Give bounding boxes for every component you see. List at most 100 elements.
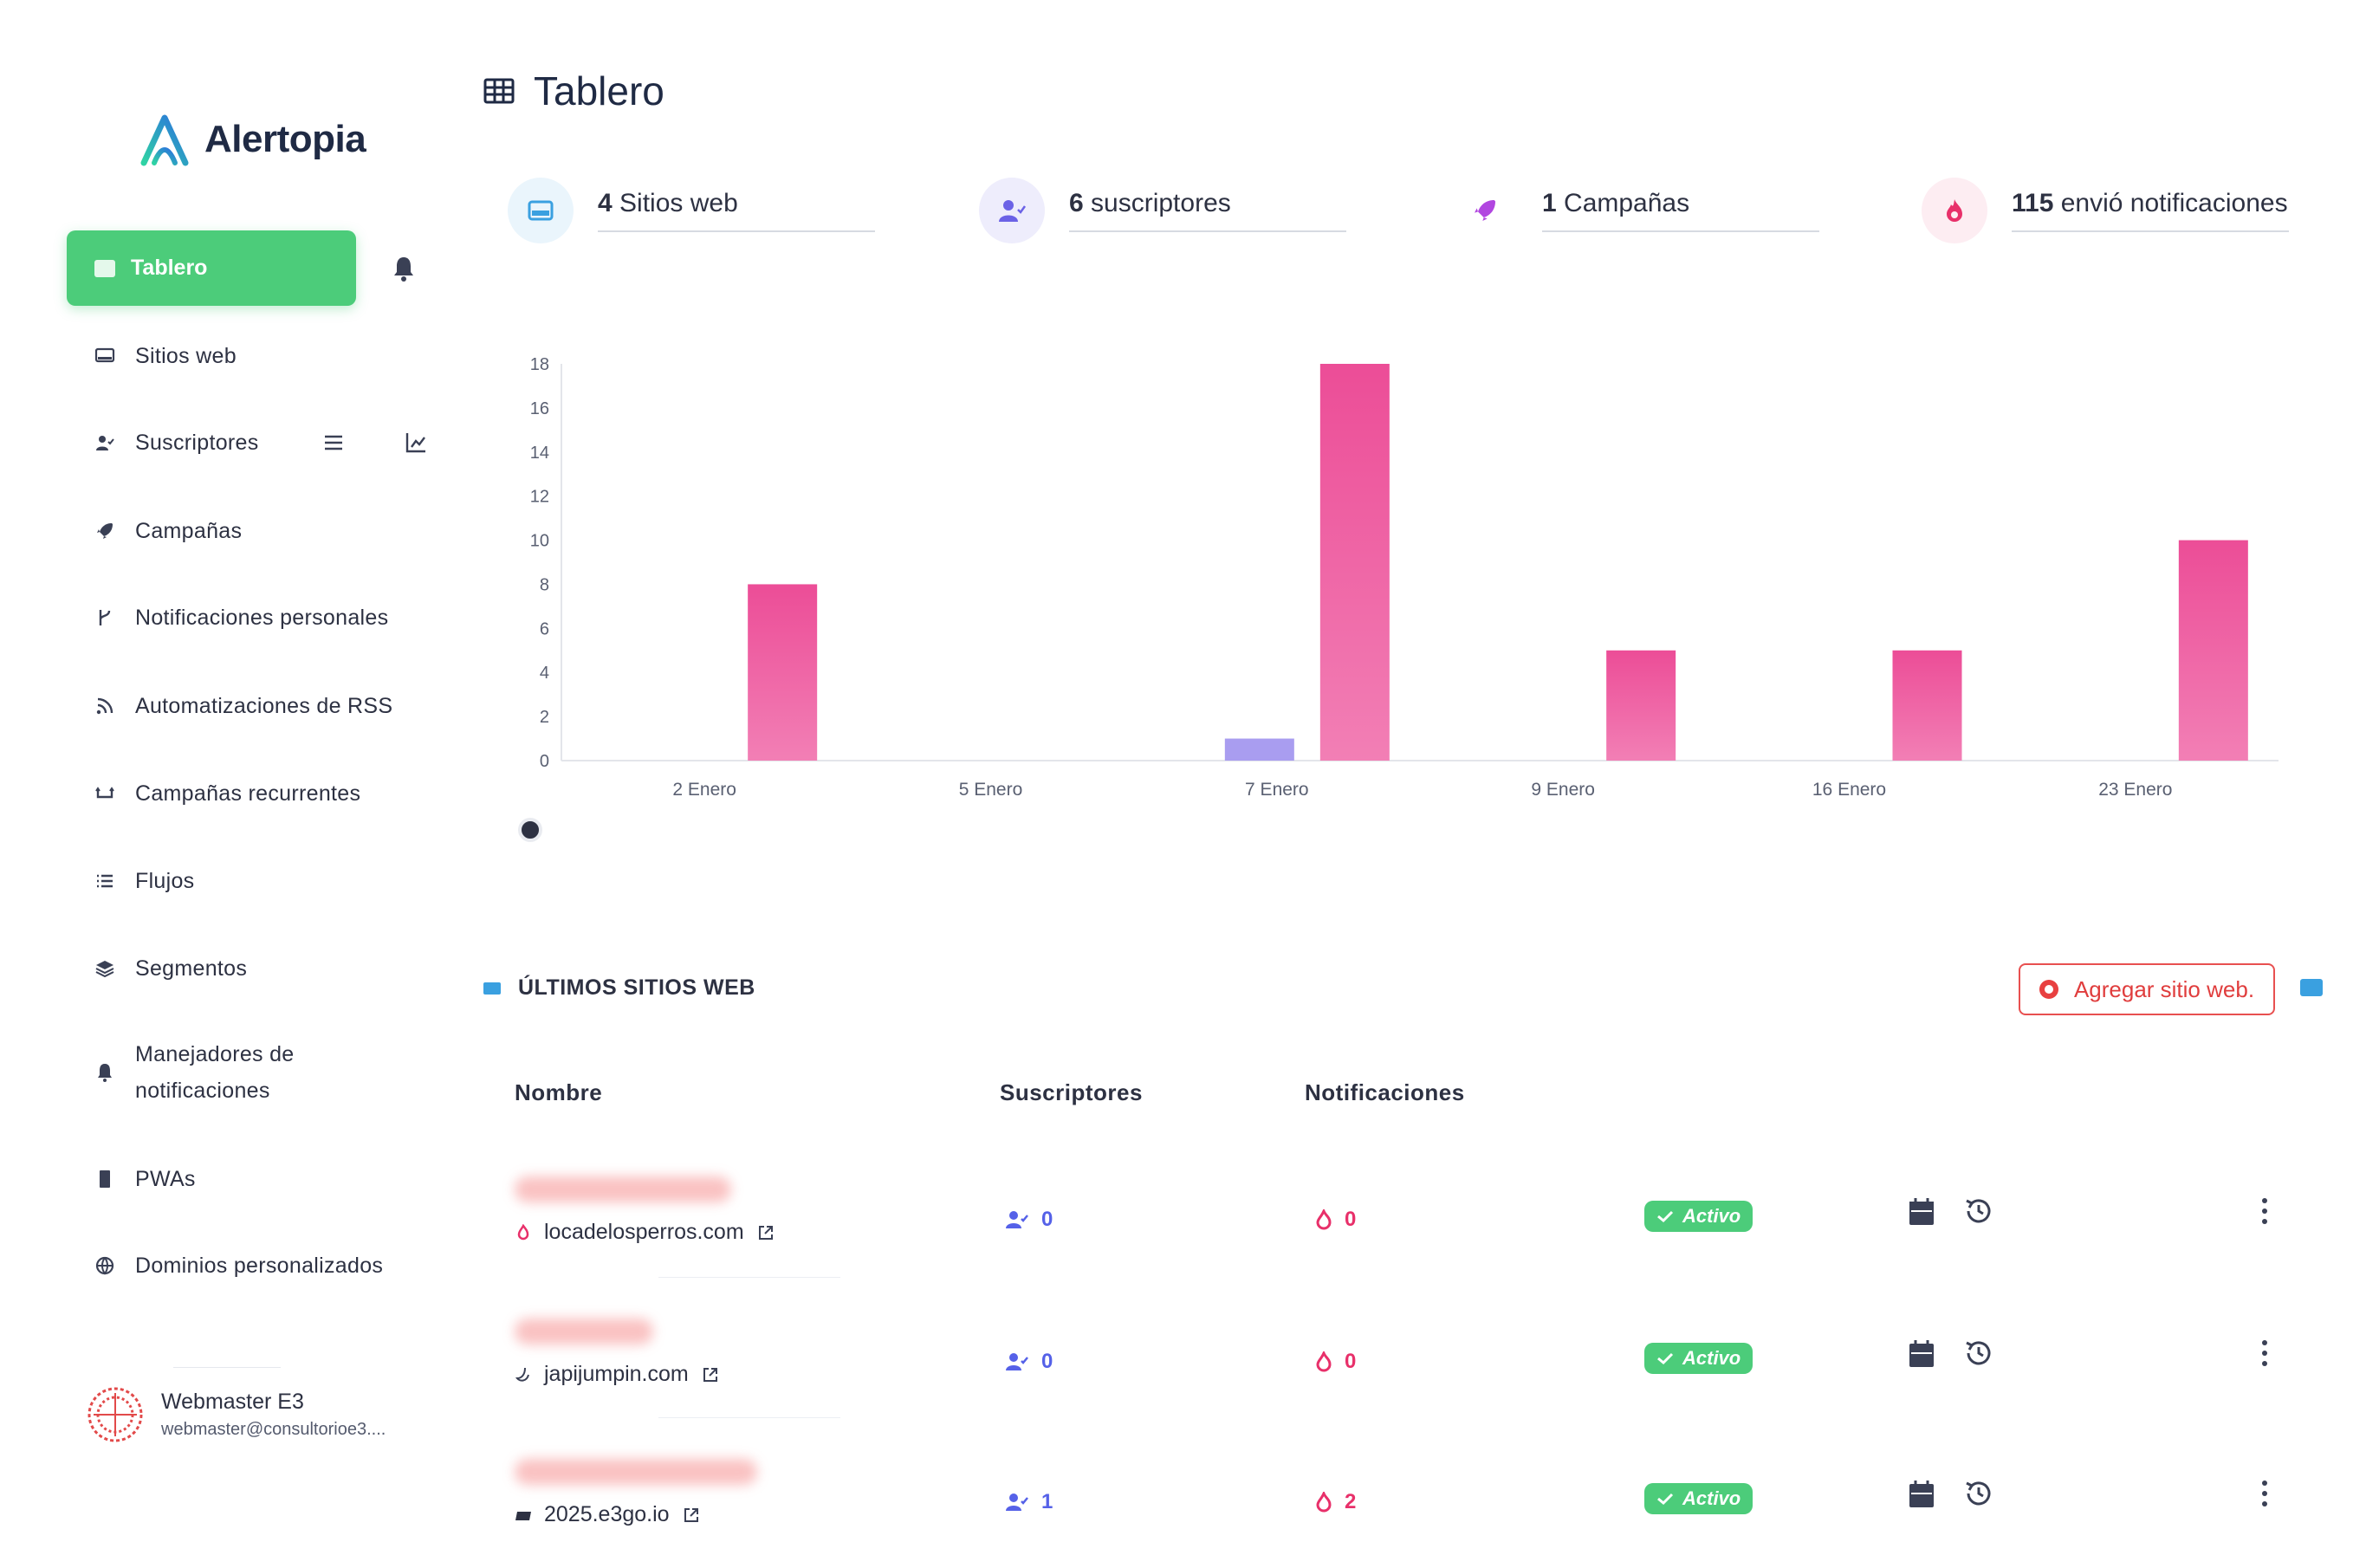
fire-icon: [1316, 1209, 1332, 1230]
stat-value: 4: [598, 189, 613, 217]
sidebar-item-label: Manejadores de notificaciones: [135, 1042, 295, 1103]
site-name-redacted: [515, 1319, 653, 1344]
calendar-icon[interactable]: [1908, 1197, 1935, 1227]
sidebar-item-pwas[interactable]: PWAs: [94, 1161, 196, 1197]
list-icon[interactable]: [321, 430, 347, 456]
x-tick-label: 23 Enero: [2098, 780, 2172, 800]
sidebar-item-campanas[interactable]: Campañas: [94, 513, 242, 549]
subscribers-count: 1: [1005, 1490, 1053, 1514]
monitor-icon: [483, 982, 501, 995]
user-check-icon: [94, 431, 116, 454]
row-divider: [658, 1417, 840, 1418]
notifications-bar-chart: 0 2 4 6 8 10 12 14 16 18 2 Enero 5 Enero 7 Enero 9 En…: [530, 355, 2279, 800]
more-options-icon[interactable]: [2259, 1478, 2270, 1509]
y-tick-label: 18: [530, 355, 549, 374]
sidebar-item-sitios-web[interactable]: Sitios web: [94, 338, 237, 374]
y-tick-label: 12: [530, 488, 549, 507]
sidebar-item-suscriptores[interactable]: Suscriptores: [94, 424, 259, 461]
history-icon[interactable]: [1963, 1478, 1994, 1509]
chart-icon[interactable]: [403, 430, 429, 456]
rocket-icon: [1452, 178, 1518, 243]
x-tick-label: 16 Enero: [1812, 780, 1886, 800]
sidebar-item-dominios[interactable]: Dominios personalizados: [94, 1247, 383, 1284]
stat-label: envió notificaciones: [2060, 189, 2288, 217]
fire-icon: [1316, 1492, 1332, 1513]
calendar-icon[interactable]: [1908, 1339, 1935, 1369]
stat-sitios-web[interactable]: 4 Sitios web: [508, 178, 875, 243]
add-website-button[interactable]: Agregar sitio web.: [2019, 963, 2275, 1015]
notifications-count: 0: [1315, 1350, 1356, 1374]
section-header: ÚLTIMOS SITIOS WEB: [483, 975, 755, 1001]
divider: [173, 1367, 281, 1368]
plus-circle-icon: [2039, 980, 2058, 999]
stat-label: Campañas: [1564, 189, 1690, 217]
external-link-icon[interactable]: [682, 1506, 701, 1525]
stat-suscriptores[interactable]: 6 suscriptores: [979, 178, 1346, 243]
y-tick-label: 6: [540, 619, 549, 638]
site-domain: 2025.e3go.io: [515, 1502, 701, 1527]
y-tick-label: 4: [540, 664, 549, 683]
site-name-redacted: [515, 1176, 731, 1202]
sidebar: Alertopia Tablero Sitios web Suscriptore…: [0, 0, 451, 1568]
sidebar-item-label: Flujos: [135, 869, 195, 893]
stat-campanas[interactable]: 1 Campañas: [1452, 178, 1819, 243]
site-domain-text: locadelosperros.com: [544, 1220, 744, 1244]
stat-text: 6 suscriptores: [1069, 189, 1346, 232]
sidebar-item-rss[interactable]: Automatizaciones de RSS: [94, 688, 392, 724]
site-domain-text: japijumpin.com: [544, 1362, 689, 1386]
stat-label: suscriptores: [1091, 189, 1231, 217]
fire-icon: [1316, 1351, 1332, 1372]
table-row[interactable]: 2025.e3go.io 1 2 Activo: [483, 1459, 2303, 1568]
stat-notificaciones[interactable]: 115 envió notificaciones: [1922, 178, 2289, 243]
user-profile[interactable]: Webmaster E3 webmaster@consultorioe3....: [87, 1386, 386, 1443]
sidebar-item-label: Segmentos: [135, 956, 248, 981]
alertopia-logo-icon: [140, 114, 189, 166]
y-tick-label: 10: [530, 532, 549, 551]
sidebar-item-tablero[interactable]: Tablero: [67, 230, 356, 306]
notifications-value: 0: [1345, 1350, 1357, 1373]
sidebar-item-label: Suscriptores: [135, 431, 259, 455]
sidebar-item-flujos[interactable]: Flujos: [94, 863, 195, 899]
card-icon[interactable]: [2300, 979, 2323, 996]
notifications-bar: [748, 584, 818, 761]
brand-name: Alertopia: [204, 118, 366, 160]
check-icon: [1657, 1210, 1674, 1223]
subscribers-count: 0: [1005, 1208, 1053, 1232]
monitor-icon: [94, 345, 116, 367]
monitor-icon: [508, 178, 574, 243]
history-icon[interactable]: [1963, 1338, 1994, 1369]
subscribers-bar: [1224, 738, 1294, 761]
status-badge: Activo: [1644, 1483, 1753, 1514]
site-domain: locadelosperros.com: [515, 1220, 775, 1245]
sidebar-item-campanas-recurrentes[interactable]: Campañas recurrentes: [94, 775, 360, 812]
user-check-icon: [1006, 1211, 1028, 1228]
globe-icon: [94, 1254, 116, 1277]
table-row[interactable]: japijumpin.com 0 0 Activo: [483, 1319, 2303, 1448]
external-link-icon[interactable]: [701, 1365, 720, 1384]
stat-value: 6: [1069, 189, 1084, 217]
sidebar-item-notificaciones-personales[interactable]: Notificaciones personales: [94, 599, 388, 636]
stat-value: 1: [1542, 189, 1557, 217]
layers-icon: [94, 957, 116, 980]
sidebar-item-manejadores[interactable]: Manejadores de notificaciones: [94, 1036, 360, 1109]
sidebar-item-label: PWAs: [135, 1167, 196, 1191]
status-text: Activo: [1682, 1487, 1741, 1509]
bell-icon[interactable]: [392, 255, 416, 282]
check-icon: [1657, 1352, 1674, 1365]
more-options-icon[interactable]: [2259, 1195, 2270, 1227]
external-link-icon[interactable]: [756, 1223, 775, 1242]
notifications-value: 0: [1345, 1208, 1357, 1231]
section-title: ÚLTIMOS SITIOS WEB: [518, 975, 755, 1000]
notifications-bar: [1606, 650, 1676, 761]
sidebar-item-segmentos[interactable]: Segmentos: [94, 950, 247, 987]
table-row[interactable]: locadelosperros.com 0 0 Activo: [483, 1176, 2303, 1306]
x-tick-label: 2 Enero: [672, 780, 736, 800]
history-icon[interactable]: [1963, 1195, 1994, 1227]
sidebar-item-label: Sitios web: [135, 344, 237, 368]
more-options-icon[interactable]: [2259, 1338, 2270, 1369]
calendar-icon[interactable]: [1908, 1480, 1935, 1509]
site-domain-text: 2025.e3go.io: [544, 1502, 670, 1526]
brand-logo[interactable]: Alertopia: [139, 111, 366, 168]
stat-text: 115 envió notificaciones: [2012, 189, 2289, 232]
legend-toggle[interactable]: [518, 818, 542, 842]
